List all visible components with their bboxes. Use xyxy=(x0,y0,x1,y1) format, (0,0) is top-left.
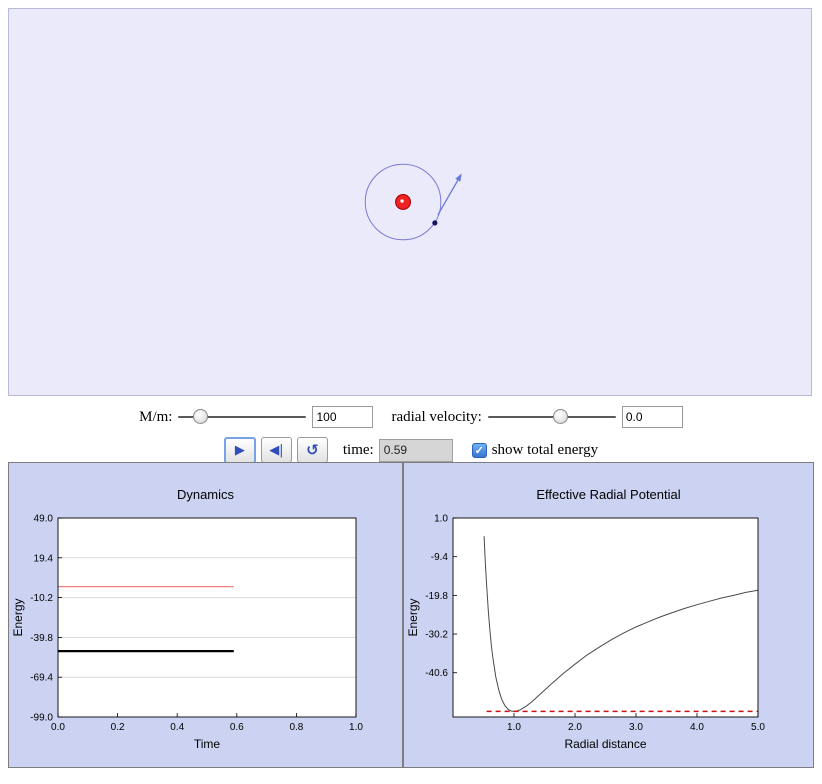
svg-text:-9.4: -9.4 xyxy=(431,552,449,563)
radial-velocity-slider-thumb[interactable] xyxy=(552,409,568,424)
reset-icon: ↺ xyxy=(306,440,319,459)
radial-velocity-label: radial velocity: xyxy=(391,408,482,425)
orbiting-body[interactable] xyxy=(432,220,438,226)
series-group xyxy=(58,585,234,653)
radial-velocity-slider[interactable] xyxy=(487,409,616,425)
time-display xyxy=(378,438,453,462)
svg-text:1.0: 1.0 xyxy=(349,722,363,733)
playback-controls: ▶ ◀| ↺ time: ✓ show total energy xyxy=(0,436,822,464)
svg-text:5.0: 5.0 xyxy=(751,722,765,733)
dynamics-panel: Dynamics 0.0 0.2 0.4 0.6 0.8 1.0 49.0 19.4 -10.2… xyxy=(8,462,403,768)
y-axis-label: Energy xyxy=(11,598,25,636)
radial-velocity-input[interactable] xyxy=(621,406,683,428)
svg-text:-39.8: -39.8 xyxy=(30,633,53,644)
plot-area xyxy=(453,518,758,717)
svg-text:3.0: 3.0 xyxy=(629,722,643,733)
mass-ratio-slider-thumb[interactable] xyxy=(193,409,209,424)
mass-ratio-slider[interactable] xyxy=(178,409,307,425)
svg-text:0.6: 0.6 xyxy=(230,722,244,733)
svg-text:-10.2: -10.2 xyxy=(30,593,53,604)
plot-frame xyxy=(57,517,357,718)
radial-velocity-slider-track xyxy=(487,416,616,418)
svg-text:-99.0: -99.0 xyxy=(30,713,53,724)
x-axis-label: Radial distance xyxy=(564,737,646,751)
svg-text:0.2: 0.2 xyxy=(111,722,125,733)
potential-chart: 1.0 2.0 3.0 4.0 5.0 1.0 -9.4 -19.8 -30.2 -40.6 Rad… xyxy=(406,514,765,752)
tick-labels: 0.0 0.2 0.4 0.6 0.8 1.0 49.0 19.4 -10.2 -39.8 -69.… xyxy=(30,514,363,734)
x-axis-label: Time xyxy=(194,737,221,751)
show-total-energy-checkbox[interactable]: ✓ xyxy=(471,442,487,458)
check-icon: ✓ xyxy=(474,444,484,457)
svg-text:-69.4: -69.4 xyxy=(30,673,53,684)
svg-text:4.0: 4.0 xyxy=(690,722,704,733)
step-button[interactable]: ◀| xyxy=(260,437,292,463)
svg-text:1.0: 1.0 xyxy=(507,722,521,733)
series-group xyxy=(483,536,758,713)
potential-title: Effective Radial Potential xyxy=(536,487,681,502)
svg-text:0.8: 0.8 xyxy=(289,722,303,733)
mass-ratio-slider-track xyxy=(178,416,307,418)
svg-text:-40.6: -40.6 xyxy=(425,668,448,679)
svg-text:-19.8: -19.8 xyxy=(425,591,448,602)
orbit-path xyxy=(364,163,442,241)
parameter-controls: M/m: radial velocity: xyxy=(0,405,822,429)
gridlines xyxy=(58,557,356,678)
y-axis-label: Energy xyxy=(406,598,420,636)
step-icon: ◀| xyxy=(269,442,284,458)
series-line-0 xyxy=(483,536,758,712)
potential-panel: Effective Radial Potential 1.0 2.0 3.0 4.0 5… xyxy=(403,462,814,768)
svg-text:2.0: 2.0 xyxy=(568,722,582,733)
mass-ratio-label: M/m: xyxy=(139,408,173,425)
svg-text:0.4: 0.4 xyxy=(170,722,184,733)
svg-text:49.0: 49.0 xyxy=(34,514,54,525)
svg-text:0.0: 0.0 xyxy=(51,722,65,733)
plot-panels: Dynamics 0.0 0.2 0.4 0.6 0.8 1.0 49.0 19.4 -10.2… xyxy=(8,462,814,768)
svg-text:1.0: 1.0 xyxy=(434,514,448,525)
central-mass-highlight xyxy=(400,199,404,203)
simulation-canvas[interactable] xyxy=(8,8,812,396)
play-button[interactable]: ▶ xyxy=(223,436,256,464)
svg-text:19.4: 19.4 xyxy=(34,553,54,564)
svg-text:-30.2: -30.2 xyxy=(425,630,448,641)
tick-labels: 1.0 2.0 3.0 4.0 5.0 1.0 -9.4 -19.8 -30.2 -40.6 xyxy=(425,514,765,734)
plot-area xyxy=(58,518,356,717)
mass-ratio-input[interactable] xyxy=(312,406,374,428)
dynamics-title: Dynamics xyxy=(176,487,235,502)
show-total-energy-label: show total energy xyxy=(491,441,599,458)
velocity-arrow xyxy=(437,173,462,216)
time-label: time: xyxy=(342,441,374,458)
orbit-graphic xyxy=(364,163,462,241)
reset-button[interactable]: ↺ xyxy=(296,437,328,463)
dynamics-chart: 0.0 0.2 0.4 0.6 0.8 1.0 49.0 19.4 -10.2 -39.8 -69.… xyxy=(11,514,363,752)
play-icon: ▶ xyxy=(234,442,245,458)
plot-frame xyxy=(452,517,759,718)
